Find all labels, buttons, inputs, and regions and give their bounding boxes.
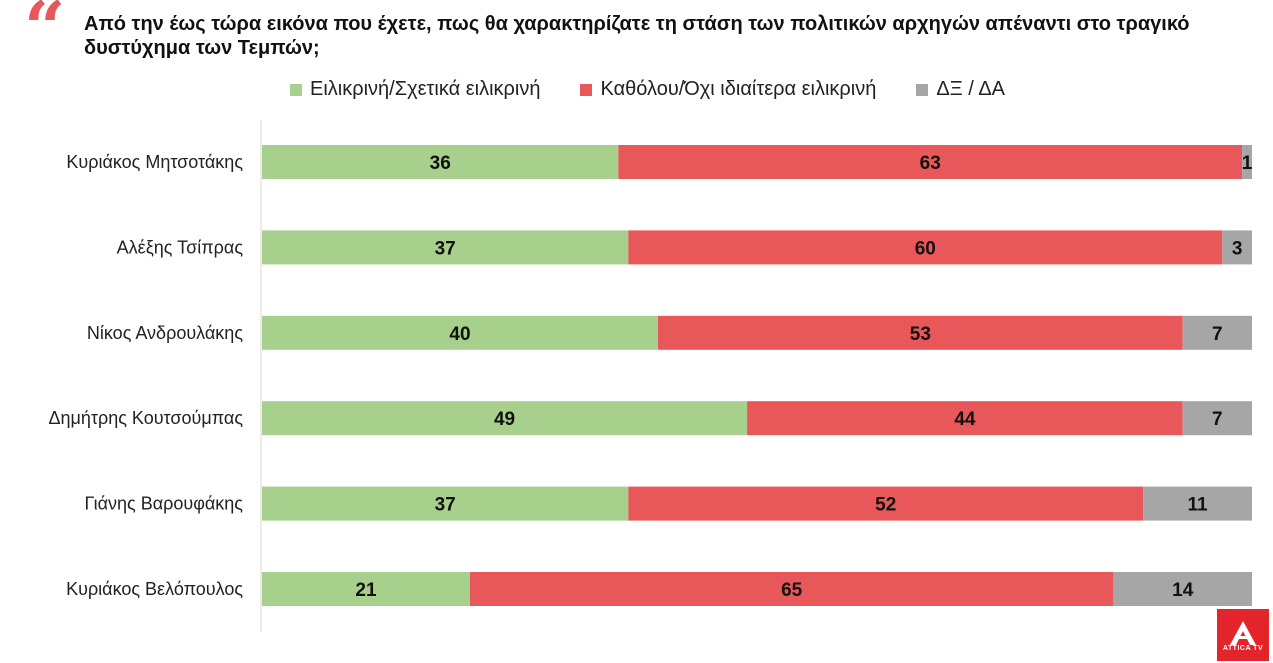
data-label: 37 [435, 238, 456, 259]
bar-segment [628, 230, 1223, 265]
data-label: 49 [494, 409, 515, 430]
attica-tv-logo: ATTICA TV [1217, 609, 1269, 661]
data-label: 40 [449, 324, 470, 345]
logo-text: ATTICA TV [1222, 644, 1264, 652]
bar-segment [1222, 230, 1252, 265]
legend-swatch-sincere [290, 83, 302, 96]
data-label: 60 [915, 238, 936, 259]
bar-segment [1182, 401, 1252, 436]
category-label: Κυριάκος Βελόπουλος [66, 579, 243, 599]
bar-segment [1182, 315, 1252, 350]
data-label: 7 [1212, 409, 1223, 430]
data-label: 7 [1212, 324, 1223, 345]
data-label: 53 [910, 324, 931, 345]
bar-segment [262, 230, 629, 265]
chart-legend: Ειλικρινή/Σχετικά ειλικρινή Καθόλου/Όχι … [290, 78, 1005, 101]
legend-label-insincere: Καθόλου/Όχι ιδιαίτερα ειλικρινή [600, 78, 877, 100]
bar-segment [262, 486, 629, 521]
data-label: 44 [954, 409, 976, 430]
legend-swatch-insincere [580, 83, 593, 96]
quote-icon: “ [24, 0, 66, 70]
legend-item-dk: ΔΞ / ΔΑ [916, 78, 1005, 101]
legend-item-sincere: Ειλικρινή/Σχετικά ειλικρινή [290, 78, 540, 101]
bar-segment [262, 145, 619, 179]
data-label: 21 [355, 580, 377, 601]
data-label: 14 [1172, 580, 1194, 601]
data-label: 37 [435, 495, 456, 516]
bar-segment [1143, 486, 1252, 521]
bar-segment [618, 145, 1243, 179]
category-label: Δημήτρης Κουτσούμπας [48, 408, 243, 428]
bar-segment [262, 315, 658, 350]
attica-logo-icon [1230, 620, 1256, 645]
bar-segment [628, 486, 1144, 521]
bar-segment [262, 401, 748, 436]
legend-item-insincere: Καθόλου/Όχι ιδιαίτερα ειλικρινή [580, 78, 876, 101]
category-label: Γιάνης Βαρουφάκης [84, 494, 243, 514]
data-label: 3 [1232, 238, 1243, 259]
data-label: 52 [875, 495, 896, 516]
category-label: Νίκος Ανδρουλάκης [87, 323, 243, 343]
data-label: 65 [781, 580, 803, 601]
bar-segment [747, 401, 1183, 436]
bar-segment [1113, 572, 1252, 606]
data-label: 11 [1188, 495, 1209, 516]
bar-segment [469, 572, 1114, 606]
question-title: Από την έως τώρα εικόνα που έχετε, πως θ… [84, 13, 1190, 59]
bar-segment [262, 572, 470, 606]
data-label: 1 [1242, 153, 1253, 174]
legend-label-sincere: Ειλικρινή/Σχετικά ειλικρινή [310, 78, 541, 100]
category-label: Αλέξης Τσίπρας [117, 237, 244, 257]
category-label: Κυριάκος Μητσοτάκης [66, 152, 243, 172]
bar-segment [658, 315, 1183, 350]
bar-segment [1242, 145, 1252, 179]
legend-label-dk: ΔΞ / ΔΑ [936, 78, 1006, 100]
data-label: 63 [920, 153, 941, 174]
legend-swatch-dk [916, 83, 929, 96]
data-label: 36 [430, 153, 451, 174]
